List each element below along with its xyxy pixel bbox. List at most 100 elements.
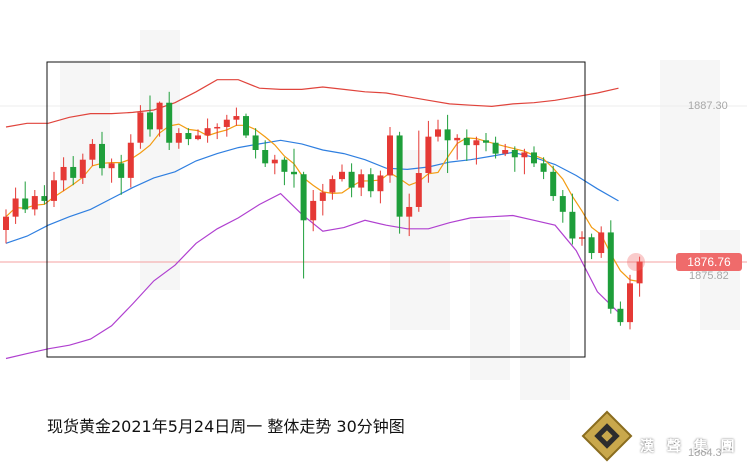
candle-body [22, 198, 29, 210]
candle-body [531, 152, 537, 164]
candle-body [137, 112, 144, 143]
candle [99, 131, 105, 176]
candle [435, 119, 441, 142]
candle [291, 148, 297, 188]
candle [271, 154, 278, 175]
candle-body [377, 175, 384, 192]
candle [367, 168, 374, 198]
candle-body [425, 136, 432, 174]
candle [204, 118, 211, 143]
candle [70, 156, 77, 186]
price-label-upper: 1887.30 [688, 100, 728, 112]
candles [3, 91, 643, 330]
candle [12, 187, 19, 224]
logo-icon [581, 410, 633, 462]
candle-body [118, 163, 125, 178]
candle [579, 231, 585, 246]
candle-body [367, 174, 374, 192]
candle-body [195, 135, 201, 140]
candle [473, 136, 480, 165]
candle [415, 130, 422, 212]
candle [627, 274, 633, 330]
candle [281, 157, 288, 186]
candle-body [636, 261, 643, 284]
candle [425, 120, 432, 183]
candle [79, 153, 86, 184]
candle [89, 139, 96, 166]
candle-body [435, 129, 441, 137]
candle [492, 136, 499, 159]
candle [51, 171, 57, 207]
candle-body [156, 102, 163, 130]
candle [396, 131, 403, 234]
highlight-box [46, 61, 586, 358]
candle [147, 95, 153, 137]
candle-body [166, 102, 173, 143]
candle-body [79, 159, 86, 178]
candle-body [358, 174, 365, 188]
candle [156, 101, 163, 137]
candle [233, 107, 240, 126]
candle-body [31, 196, 38, 210]
candle [223, 114, 230, 137]
candle [454, 134, 461, 160]
candle [319, 183, 326, 216]
watermark-block [520, 280, 570, 400]
candle [41, 185, 48, 205]
candle-body [12, 198, 19, 217]
candle-body [511, 150, 518, 158]
candle-body [540, 163, 547, 172]
candle [22, 181, 29, 214]
candle [310, 190, 317, 232]
candle [195, 129, 201, 141]
candle-body [492, 142, 499, 154]
candle [483, 133, 489, 152]
candle [339, 164, 345, 182]
candle [569, 193, 576, 245]
candle-body [310, 200, 317, 221]
candle-body [559, 196, 566, 212]
candle [358, 169, 365, 197]
candle-body [70, 166, 77, 178]
chart-caption: 现货黄金2021年5月24日周一 整体走势 30分钟图 [47, 417, 405, 436]
candle-body [483, 140, 489, 143]
candle-body [339, 171, 345, 180]
candle [214, 123, 221, 140]
candle-body [185, 133, 192, 140]
candle [598, 226, 605, 258]
candle [243, 113, 249, 138]
candle [348, 163, 355, 198]
candle-body [396, 135, 403, 217]
candle-body [329, 179, 336, 193]
candle-body [262, 150, 269, 164]
candle-body [281, 159, 288, 172]
candle [175, 128, 182, 149]
candle-body [473, 140, 480, 146]
candle [636, 256, 643, 297]
candle-body [41, 196, 48, 201]
candle-body [550, 171, 557, 197]
candle-body [406, 206, 413, 217]
candle-body [291, 171, 297, 175]
candle [108, 158, 115, 183]
background-watermark [60, 30, 740, 400]
candle [406, 193, 413, 237]
candle [531, 146, 537, 167]
candle [559, 190, 566, 223]
candle-body [617, 308, 624, 323]
candle-body [99, 143, 105, 169]
candle [60, 157, 67, 192]
bollinger-lower-line [5, 192, 619, 360]
candle-body [60, 166, 67, 181]
candle-body [502, 150, 509, 154]
candle-body [89, 143, 96, 160]
logo-text: 漢 聲 集 團 [640, 439, 739, 455]
candle-body [579, 237, 585, 239]
candle-body [463, 137, 470, 146]
candle [387, 126, 393, 183]
candle-body [387, 135, 393, 176]
candle [540, 157, 547, 180]
candle-body [300, 174, 307, 221]
candle [502, 143, 509, 157]
